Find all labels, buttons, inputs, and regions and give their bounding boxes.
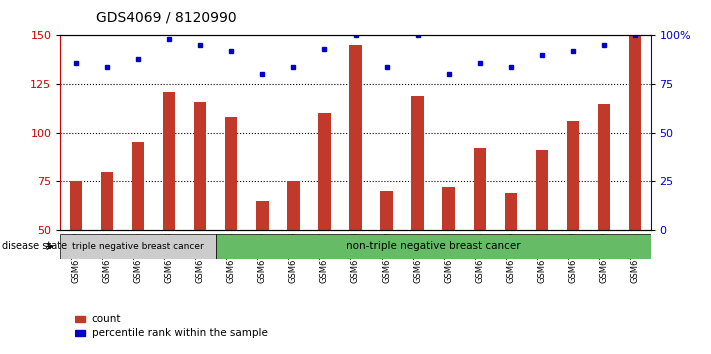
Bar (380, 191, 392, 230)
Bar (319, 113, 331, 230)
Bar (70, 181, 82, 230)
Bar (442, 187, 455, 230)
Text: non-triple negative breast cancer: non-triple negative breast cancer (346, 241, 520, 251)
Bar (225, 117, 237, 230)
Bar (349, 45, 362, 230)
Bar (287, 181, 299, 230)
Bar (132, 142, 144, 230)
Bar (215, 234, 651, 259)
Text: disease state: disease state (2, 241, 68, 251)
Bar (163, 92, 176, 230)
Text: percentile rank within the sample: percentile rank within the sample (92, 328, 267, 338)
Bar (75, 330, 85, 336)
Bar (505, 193, 517, 230)
Bar (567, 121, 579, 230)
Bar (194, 102, 206, 230)
Bar (629, 35, 641, 230)
Bar (412, 96, 424, 230)
Bar (256, 201, 269, 230)
Bar (535, 150, 548, 230)
Text: GDS4069 / 8120990: GDS4069 / 8120990 (96, 11, 237, 25)
Text: triple negative breast cancer: triple negative breast cancer (73, 242, 204, 251)
Bar (598, 103, 610, 230)
Bar (60, 234, 215, 259)
Text: count: count (92, 314, 121, 324)
Bar (101, 172, 113, 230)
Bar (75, 316, 85, 322)
Bar (474, 148, 486, 230)
